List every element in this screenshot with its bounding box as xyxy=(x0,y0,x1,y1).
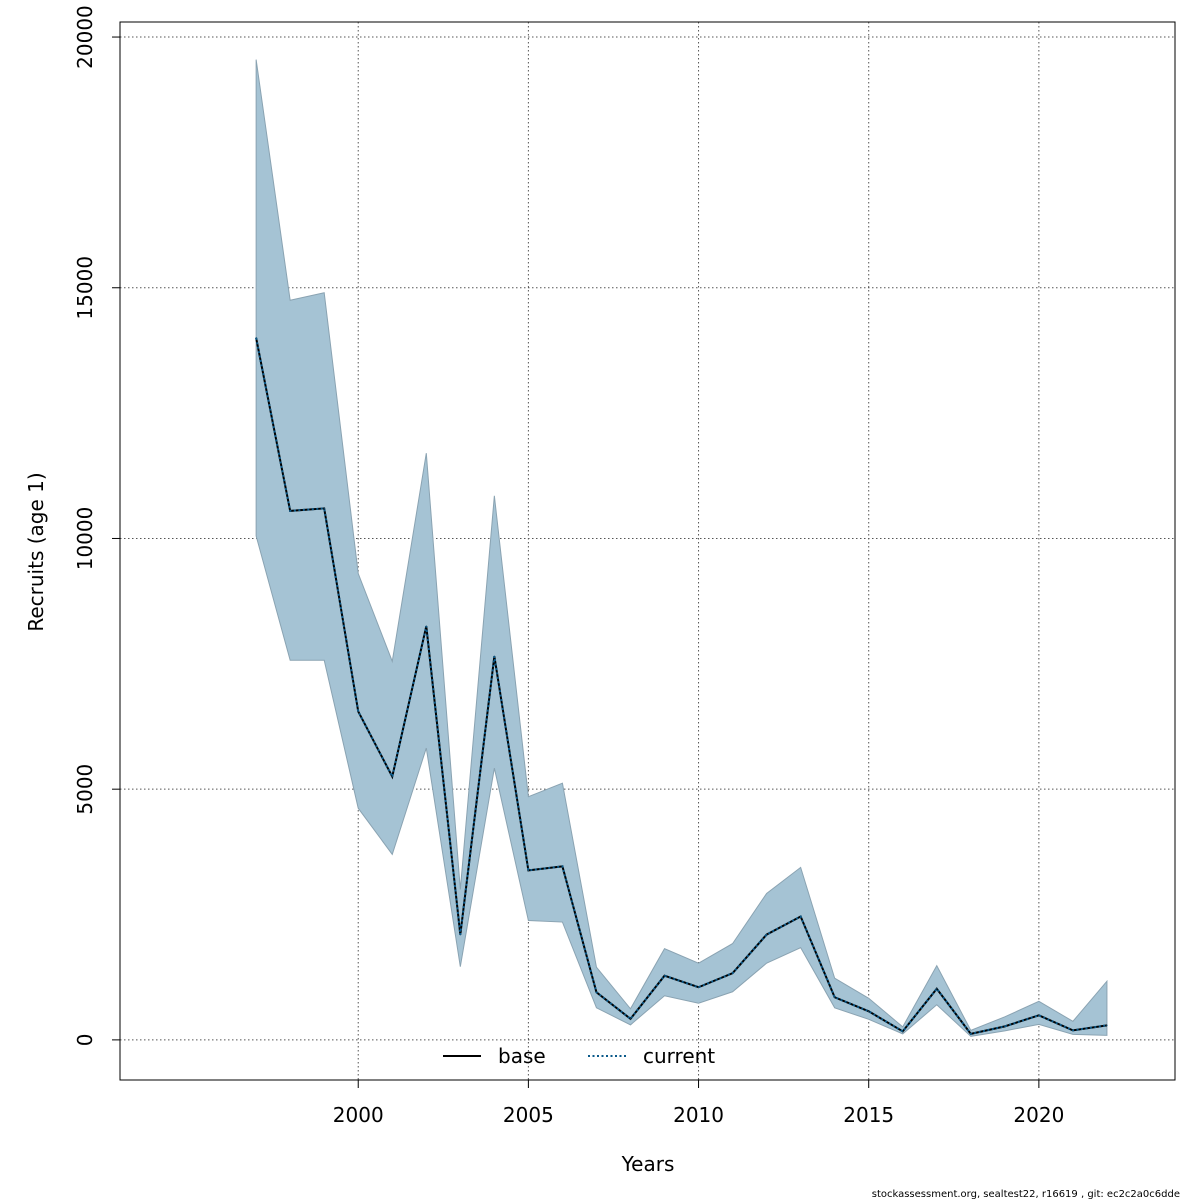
y-axis: 0 5000 10000 15000 20000 xyxy=(73,5,121,1047)
x-tick-label: 2015 xyxy=(843,1103,894,1127)
data-point-current xyxy=(1072,1029,1074,1031)
data-point-current xyxy=(697,986,700,988)
confidence-band xyxy=(255,59,1108,1037)
grid-lines xyxy=(120,22,1175,1080)
data-point-current xyxy=(1004,1025,1006,1027)
x-axis-title: Years xyxy=(621,1152,675,1176)
y-axis-title: Recruits (age 1) xyxy=(24,472,48,631)
x-tick-label: 2005 xyxy=(503,1103,554,1127)
x-axis: 2000 2005 2010 2015 2020 xyxy=(333,1079,1064,1127)
series-lines xyxy=(255,337,1108,1035)
x-tick-label: 2010 xyxy=(673,1103,724,1127)
x-tick-label: 2020 xyxy=(1013,1103,1064,1127)
data-point-current xyxy=(766,933,768,936)
data-point-current xyxy=(595,991,598,993)
series-line-current xyxy=(255,337,1108,1035)
data-point-current xyxy=(902,1030,904,1032)
data-point-current xyxy=(731,972,734,974)
y-tick-label: 10000 xyxy=(73,507,97,571)
data-point-current xyxy=(561,865,564,867)
legend: base current xyxy=(443,1044,715,1068)
footer-credit: stockassessment.org, sealtest22, r16619 … xyxy=(872,1189,1180,1200)
data-point-current xyxy=(834,996,836,998)
y-tick-label: 20000 xyxy=(73,5,97,69)
data-point-current xyxy=(391,776,393,778)
legend-label-current: current xyxy=(643,1044,715,1068)
legend-label-base: base xyxy=(498,1044,546,1068)
data-point-current xyxy=(629,1018,632,1020)
data-point-current xyxy=(255,337,257,339)
data-point-current xyxy=(1038,1014,1040,1016)
data-point-current xyxy=(1106,1024,1108,1026)
data-point-current xyxy=(663,975,666,977)
x-tick-label: 2000 xyxy=(333,1103,384,1127)
data-point-current xyxy=(493,655,495,657)
data-point-current xyxy=(425,625,427,627)
data-point-current xyxy=(868,1010,870,1012)
confidence-band-area xyxy=(255,59,1108,1037)
data-point-current xyxy=(289,510,291,512)
data-point-current xyxy=(323,507,325,509)
data-point-current xyxy=(800,915,802,918)
data-point-current xyxy=(527,869,529,872)
y-tick-label: 15000 xyxy=(73,256,97,320)
y-tick-label: 5000 xyxy=(73,764,97,815)
y-tick-label: 0 xyxy=(73,1034,97,1047)
data-point-current xyxy=(936,988,938,990)
data-point-current xyxy=(970,1033,972,1035)
data-point-current xyxy=(459,933,461,936)
data-point-current xyxy=(357,710,359,713)
